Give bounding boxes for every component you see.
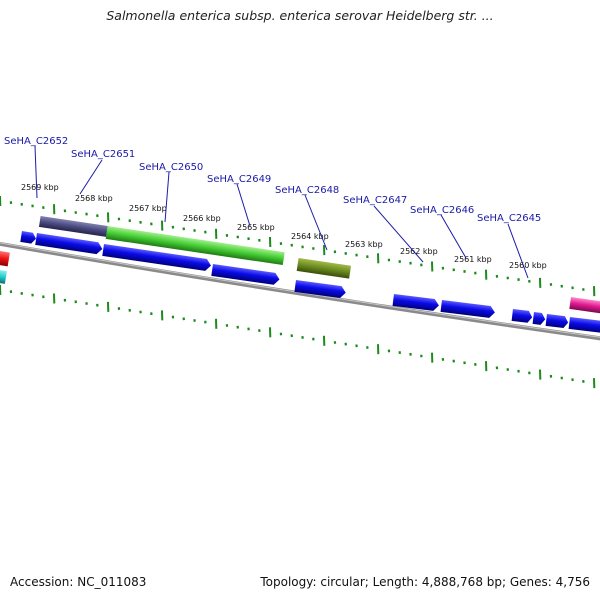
kbp-label: 2569 kbp — [21, 183, 59, 192]
feature-bar-red[interactable] — [0, 251, 10, 267]
kbp-label: 2563 kbp — [345, 240, 383, 249]
cds-arrow[interactable] — [102, 244, 212, 272]
cds-arrow[interactable] — [568, 317, 600, 333]
topology-text: Topology: circular; Length: 4,888,768 bp… — [260, 575, 590, 589]
kbp-label: 2564 kbp — [291, 232, 329, 241]
gene-label-sehac2646[interactable]: SeHA_C2646 — [410, 205, 474, 216]
accession-text: Accession: NC_011083 — [10, 575, 147, 589]
feature-bar-slate[interactable] — [38, 216, 108, 237]
cds-arrow[interactable] — [532, 312, 546, 325]
feature-bar-magenta[interactable] — [569, 297, 600, 314]
genome-backbone — [0, 241, 600, 341]
gene-label-sehac2650[interactable]: SeHA_C2650 — [139, 162, 203, 173]
gene-label-sehac2645[interactable]: SeHA_C2645 — [477, 213, 541, 224]
cds-arrow[interactable] — [440, 300, 496, 318]
feature-bar-green[interactable] — [105, 226, 285, 266]
gene-label-sehac2651[interactable]: SeHA_C2651 — [71, 149, 135, 160]
cds-arrow[interactable] — [211, 264, 280, 285]
map-title: Salmonella enterica subsp. enterica sero… — [106, 8, 494, 23]
feature-bar-cyan[interactable] — [0, 270, 7, 284]
cds-arrow[interactable] — [20, 231, 37, 244]
gene-label-leaders — [34, 145, 529, 279]
kbp-labels: 2569 kbp 2568 kbp 2567 kbp 2566 kbp 2565… — [21, 183, 547, 270]
gene-label-sehac2649[interactable]: SeHA_C2649 — [207, 174, 271, 185]
inner-tick-track — [0, 284, 596, 389]
gene-labels: SeHA_C2652 SeHA_C2651 SeHA_C2650 SeHA_C2… — [4, 136, 541, 224]
kbp-label: 2567 kbp — [129, 204, 167, 213]
kbp-label: 2566 kbp — [183, 214, 221, 223]
gene-label-sehac2647[interactable]: SeHA_C2647 — [343, 195, 407, 206]
cds-arrow[interactable] — [511, 309, 533, 323]
outer-tick-track — [0, 195, 596, 297]
cds-arrow[interactable] — [294, 280, 346, 299]
cds-arrow[interactable] — [545, 314, 569, 329]
gene-label-sehac2652[interactable]: SeHA_C2652 — [4, 136, 68, 147]
kbp-label: 2562 kbp — [400, 247, 438, 256]
kbp-label: 2565 kbp — [237, 223, 275, 232]
kbp-label: 2568 kbp — [75, 194, 113, 203]
cds-arrow[interactable] — [392, 294, 440, 312]
feature-bar-olive[interactable] — [296, 258, 352, 279]
gene-label-sehac2648[interactable]: SeHA_C2648 — [275, 185, 339, 196]
kbp-label: 2561 kbp — [454, 255, 492, 264]
cds-arrow[interactable] — [35, 233, 103, 255]
kbp-label: 2560 kbp — [509, 261, 547, 270]
